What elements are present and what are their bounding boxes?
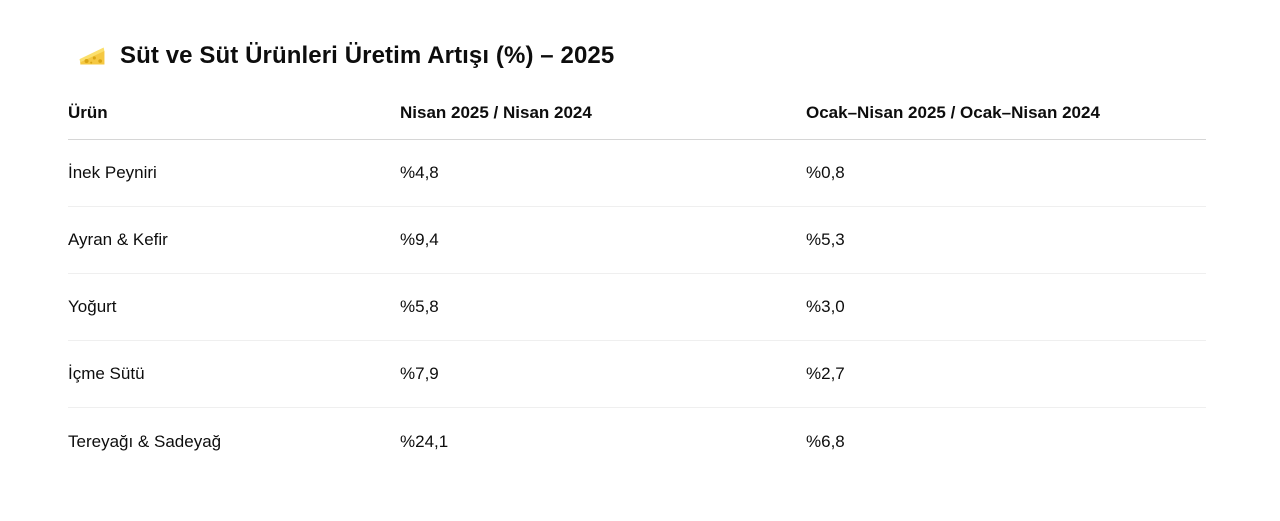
- jan-april-value: %3,0: [806, 297, 845, 316]
- column-header-jan-april-yoy: Ocak–Nisan 2025 / Ocak–Nisan 2024: [806, 102, 1100, 122]
- jan-april-value: %0,8: [806, 163, 845, 182]
- table-row: Tereyağı & Sadeyağ %24,1 %6,8: [68, 408, 1206, 475]
- page-title: Süt ve Süt Ürünleri Üretim Artışı (%) – …: [78, 40, 1206, 72]
- april-value: %5,8: [400, 297, 439, 316]
- page-title-text: Süt ve Süt Ürünleri Üretim Artışı (%) – …: [120, 42, 615, 69]
- table-row: Yoğurt %5,8 %3,0: [68, 274, 1206, 341]
- dairy-production-table: Ürün Nisan 2025 / Nisan 2024 Ocak–Nisan …: [68, 72, 1206, 475]
- jan-april-value: %2,7: [806, 364, 845, 383]
- jan-april-value: %5,3: [806, 230, 845, 249]
- product-name: İnek Peyniri: [68, 163, 157, 182]
- april-value: %7,9: [400, 364, 439, 383]
- jan-april-value: %6,8: [806, 431, 845, 451]
- content-area: Süt ve Süt Ürünleri Üretim Artışı (%) – …: [68, 0, 1206, 475]
- column-header-april-yoy: Nisan 2025 / Nisan 2024: [400, 102, 592, 122]
- product-name: Tereyağı & Sadeyağ: [68, 431, 222, 451]
- april-value: %4,8: [400, 163, 439, 182]
- april-value: %24,1: [400, 431, 449, 451]
- product-name: Yoğurt: [68, 297, 117, 316]
- april-value: %9,4: [400, 230, 439, 249]
- table-row: İçme Sütü %7,9 %2,7: [68, 341, 1206, 408]
- cheese-emoji-icon: [78, 42, 106, 70]
- table-row: Ayran & Kefir %9,4 %5,3: [68, 207, 1206, 274]
- product-name: Ayran & Kefir: [68, 230, 168, 249]
- column-header-product: Ürün: [68, 102, 108, 122]
- table-row: İnek Peyniri %4,8 %0,8: [68, 140, 1206, 207]
- table-header-row: Ürün Nisan 2025 / Nisan 2024 Ocak–Nisan …: [68, 72, 1206, 140]
- product-name: İçme Sütü: [68, 364, 145, 383]
